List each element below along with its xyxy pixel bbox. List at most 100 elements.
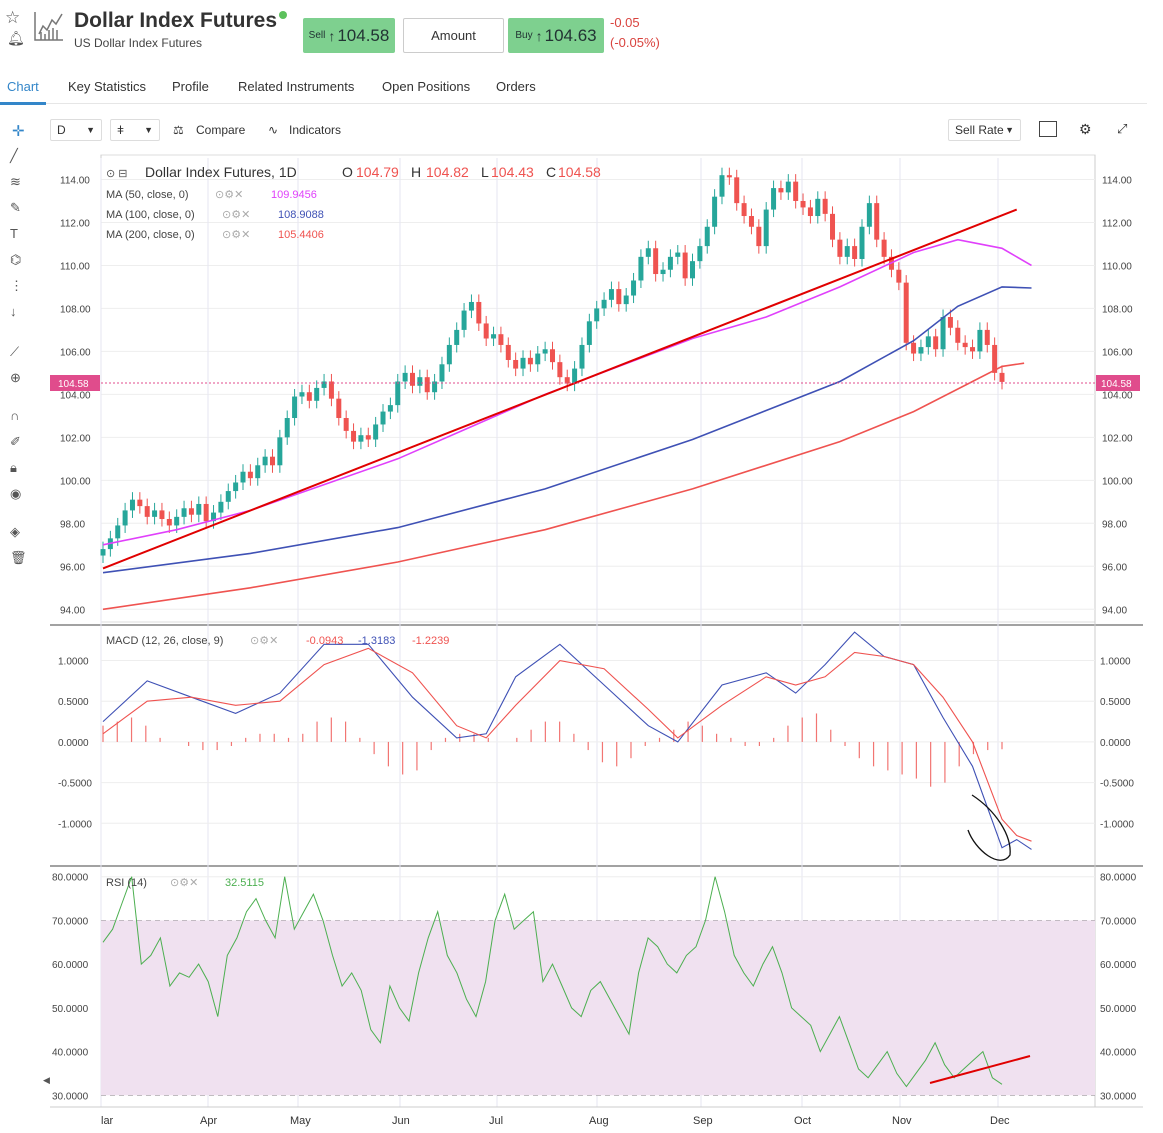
- candle-body: [734, 177, 740, 204]
- series-line-ma: [102, 286, 1032, 574]
- month-label: Aug: [589, 1115, 609, 1127]
- favorite-star-icon[interactable]: ☆: [5, 8, 21, 27]
- eye-icon[interactable]: ◉: [10, 486, 22, 501]
- magnet-icon[interactable]: ∩: [10, 408, 20, 423]
- candle-body: [660, 269, 666, 275]
- candle-body: [719, 175, 725, 197]
- rsi-tick-left: 50.0000: [52, 1004, 89, 1015]
- month-label: Oct: [794, 1115, 811, 1127]
- month-label: Jun: [392, 1115, 410, 1127]
- collapse-arrow-icon[interactable]: ◀: [43, 1075, 50, 1085]
- rsi-tick-left: 40.0000: [52, 1048, 89, 1059]
- month-label: May: [290, 1115, 311, 1127]
- candle-body: [778, 188, 784, 193]
- legend-o-label: O: [342, 164, 353, 180]
- crosshair-icon[interactable]: ✛: [12, 123, 25, 140]
- arrow-down-icon[interactable]: ↓: [10, 304, 17, 319]
- trash-icon[interactable]: 🗑︎: [10, 550, 27, 565]
- brush-tool-icon[interactable]: ✎: [10, 200, 21, 215]
- axes: 114.00 114.00 112.00 112.00 110.00 110.00 108.…: [50, 175, 1143, 1127]
- candle-body: [970, 347, 976, 352]
- pattern-tool-icon[interactable]: ⌬: [10, 252, 22, 267]
- macd-line-signal: [102, 647, 1032, 842]
- price-tick-left: 100.00: [60, 476, 91, 487]
- macd-tick-right: 1.0000: [1100, 657, 1131, 668]
- month-label: Nov: [892, 1115, 912, 1127]
- ma50-label: MA (50, close, 0): [106, 189, 189, 201]
- price-tick-left: 96.00: [60, 562, 85, 573]
- price-tick-left: 98.00: [60, 519, 85, 530]
- candle-body: [874, 203, 880, 240]
- fullscreen-box-icon[interactable]: [1039, 121, 1057, 137]
- tab-related-instruments[interactable]: Related Instruments: [238, 79, 355, 94]
- macd-tools-icon[interactable]: ⊙⚙✕: [250, 635, 278, 647]
- ma100-value: 108.9088: [278, 209, 324, 221]
- fib-tool-icon[interactable]: ≋: [10, 174, 21, 189]
- chart-toolbar: ✛ D ▼ ǂ ▼ ⚖ Compare ∿ Indicators Sell Ra…: [0, 110, 1147, 150]
- candle-body: [314, 387, 320, 401]
- tab-orders[interactable]: Orders: [496, 79, 536, 94]
- compare-button[interactable]: Compare: [196, 123, 246, 137]
- candles: [100, 167, 1005, 564]
- candle-body: [697, 246, 703, 262]
- candle-body: [395, 381, 401, 406]
- macd-tick-right: -1.0000: [1100, 819, 1134, 830]
- candle-body: [321, 381, 327, 388]
- rate-value: Sell Rate: [955, 123, 1004, 137]
- price-tick-left: 112.00: [60, 218, 90, 229]
- gear-icon[interactable]: ⚙: [1079, 121, 1092, 137]
- candle-body: [373, 424, 379, 440]
- legend-h-label: H: [411, 164, 421, 180]
- trendline-tool-icon[interactable]: ╱: [10, 148, 18, 163]
- candle-body: [844, 246, 850, 257]
- candle-body: [292, 396, 298, 419]
- candle-body: [380, 411, 386, 425]
- rsi-tick-right: 80.0000: [1100, 873, 1137, 884]
- buy-button[interactable]: Buy ↑ 104.63: [508, 18, 604, 53]
- rate-select[interactable]: Sell Rate ▼: [948, 119, 1021, 141]
- series-line-ma: [102, 362, 1025, 611]
- candle-body: [409, 372, 415, 386]
- candle-body: [343, 418, 349, 431]
- tab-chart[interactable]: Chart: [7, 79, 39, 94]
- ma100-tools-icon[interactable]: ⊙⚙✕: [222, 209, 250, 221]
- ma50-tools-icon[interactable]: ⊙⚙✕: [215, 189, 243, 201]
- ma200-tools-icon[interactable]: ⊙⚙✕: [222, 229, 250, 241]
- tab-open-positions[interactable]: Open Positions: [382, 79, 471, 94]
- candle-body: [601, 299, 607, 309]
- arrow-up-icon: ↑: [535, 27, 543, 44]
- text-tool-icon[interactable]: T: [10, 226, 18, 241]
- collapse-icon[interactable]: ⊙ ⊟: [106, 168, 128, 180]
- chart-type-select[interactable]: ǂ ▼: [110, 119, 160, 141]
- candle-body: [498, 334, 504, 345]
- lock-drawing-icon[interactable]: ✐: [10, 434, 21, 449]
- candles-icon: ǂ: [117, 123, 125, 137]
- price-tick-left: 106.00: [60, 347, 91, 358]
- candle-body: [881, 239, 887, 257]
- indicators-button[interactable]: Indicators: [289, 123, 342, 137]
- zoom-icon[interactable]: ⊕: [10, 370, 21, 385]
- price-tick-left: 110.00: [60, 261, 90, 272]
- ruler-icon[interactable]: ⟋: [10, 344, 20, 359]
- layers-icon[interactable]: ◈: [10, 524, 20, 539]
- expand-icon[interactable]: ⤢: [1117, 121, 1128, 136]
- lock-icon[interactable]: 🔒︎: [10, 460, 17, 475]
- legend-c-label: C: [546, 164, 556, 180]
- amount-field[interactable]: Amount: [403, 18, 504, 53]
- tab-key-statistics[interactable]: Key Statistics: [68, 79, 147, 94]
- candle-body: [424, 377, 430, 393]
- legend-close: 104.58: [558, 164, 601, 180]
- tab-profile[interactable]: Profile: [172, 79, 209, 94]
- interval-select[interactable]: D ▼: [50, 119, 102, 141]
- sell-button[interactable]: Sell ↑ 104.58: [303, 18, 395, 53]
- macd-tick-left: 1.0000: [58, 657, 89, 668]
- alert-bell-icon[interactable]: 🔔︎: [7, 30, 25, 46]
- forecast-tool-icon[interactable]: ⋮: [10, 278, 23, 293]
- candle-body: [174, 516, 180, 526]
- candle-body: [837, 239, 843, 257]
- candle-body: [446, 344, 452, 365]
- candle-body: [999, 372, 1005, 382]
- rsi-tools-icon[interactable]: ⊙⚙✕: [170, 877, 198, 889]
- candle-body: [638, 256, 644, 281]
